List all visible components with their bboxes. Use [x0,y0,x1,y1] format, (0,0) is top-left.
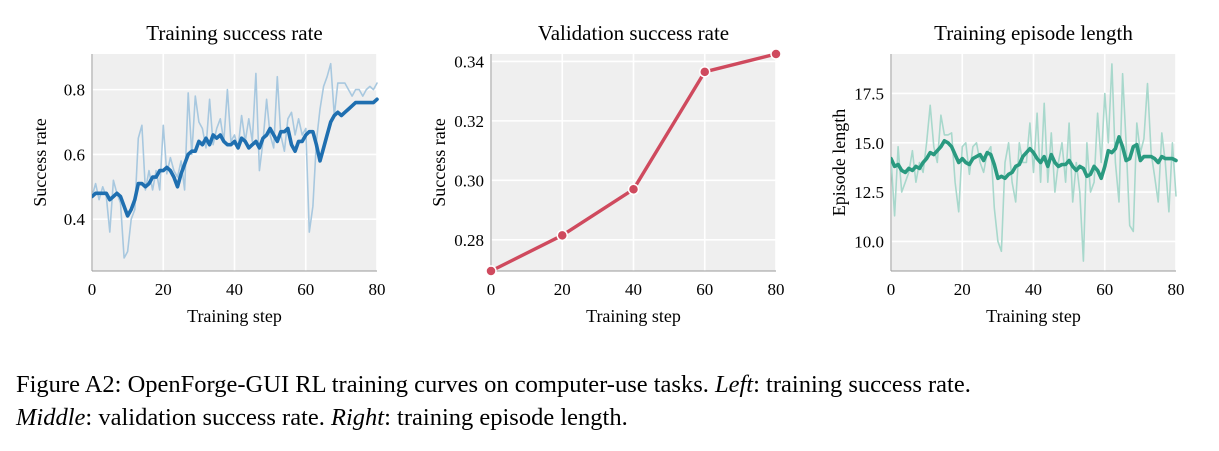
chart-1-x-tick-label: 20 [155,280,172,299]
chart-2-data-point [699,66,711,78]
caption-left-text: : training success rate. [753,371,971,398]
figure-caption: Figure A2: OpenForge-GUI RL training cur… [16,368,1211,434]
chart-3-y-tick-label: 15.0 [854,134,884,153]
chart-3-y-tick-label: 12.5 [854,183,884,202]
chart-1-raw-line [92,62,378,259]
chart-3-x-tick-label: 0 [887,280,896,299]
chart-3-x-tick-label: 60 [1096,280,1113,299]
validation-success-rate-panel: 0 20 40 60 80 0.28 0.30 0.32 0.34 Validation succ… [429,21,785,326]
caption-left-label: Left [715,371,754,398]
chart-3-x-tick-label: 40 [1025,280,1042,299]
chart-2-data-point [485,265,497,277]
caption-middle-text: : validation success rate. [85,404,332,431]
chart-2-x-tick-label: 20 [554,280,571,299]
chart-2-data-point [627,183,640,196]
training-episode-length-panel: 0 20 40 60 80 10.0 12.5 15.0 17.5 Training episod… [829,21,1185,326]
chart-2-data-point [556,229,568,242]
caption-prefix: Figure A2: OpenForge-GUI RL training cur… [16,371,715,398]
chart-3-x-tick-label: 80 [1168,280,1185,299]
chart-3-title: Training episode length [934,21,1133,45]
chart-1-x-axis-label: Training step [187,306,282,326]
chart-1-x-tick-label: 40 [226,280,243,299]
chart-1-smoothed-line [92,97,379,218]
chart-2-y-tick-label: 0.28 [454,231,484,250]
caption-right-text: : training episode length. [384,404,628,431]
chart-1-y-tick-label: 0.4 [64,210,86,229]
caption-right-label: Right [331,404,385,431]
chart-1-x-tick-label: 60 [297,280,314,299]
chart-3-y-tick-label: 10.0 [854,232,884,251]
figure-panels: 0 20 40 60 80 0.4 0.6 0.8 Training success rate T… [30,21,1185,326]
chart-3-y-axis-label: Episode length [829,109,849,216]
chart-2-data-point [770,48,782,60]
chart-2-x-axis-label: Training step [586,306,681,326]
chart-1-y-tick-label: 0.6 [64,145,85,164]
chart-3-x-axis-label: Training step [986,306,1081,326]
chart-2-x-tick-label: 80 [768,280,785,299]
chart-2-y-tick-label: 0.32 [454,112,484,131]
chart-1-y-tick-label: 0.8 [64,81,85,100]
chart-1-x-tick-label: 80 [369,280,386,299]
chart-2-y-axis-label: Success rate [429,118,449,206]
chart-2-y-tick-label: 0.34 [454,52,484,71]
chart-2-title: Validation success rate [538,21,729,45]
chart-2-y-tick-label: 0.30 [454,171,484,190]
chart-2-x-tick-label: 60 [696,280,713,299]
chart-1-y-axis-label: Success rate [30,118,50,206]
caption-middle-label: Middle [16,404,86,431]
training-success-rate-panel: 0 20 40 60 80 0.4 0.6 0.8 Training success rate T… [30,21,386,326]
chart-3-x-tick-label: 20 [954,280,971,299]
chart-2-x-tick-label: 0 [487,280,496,299]
chart-2-x-tick-label: 40 [625,280,642,299]
chart-1-x-tick-label: 0 [88,280,97,299]
chart-3-y-tick-label: 17.5 [854,84,884,103]
chart-3-smoothed-line [891,135,1178,181]
chart-1-title: Training success rate [146,21,323,45]
